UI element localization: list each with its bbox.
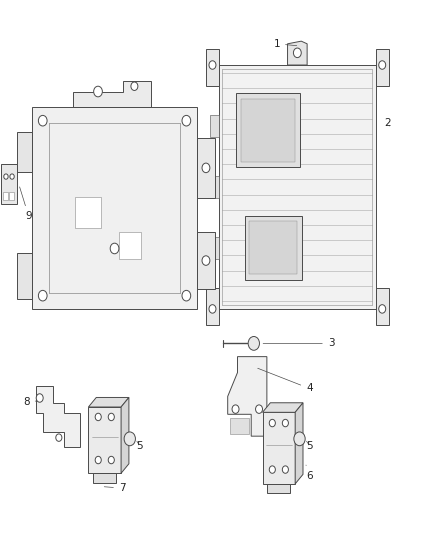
Bar: [93, 473, 116, 483]
Circle shape: [110, 243, 119, 254]
Circle shape: [294, 432, 305, 446]
Circle shape: [94, 86, 102, 97]
Text: 9: 9: [20, 187, 32, 221]
Circle shape: [255, 405, 262, 414]
Polygon shape: [197, 138, 215, 198]
Polygon shape: [295, 403, 303, 484]
Circle shape: [95, 413, 101, 421]
Text: 5: 5: [136, 441, 143, 451]
Bar: [119, 232, 141, 259]
Polygon shape: [228, 357, 267, 436]
Polygon shape: [376, 288, 389, 325]
Polygon shape: [73, 81, 151, 108]
Circle shape: [248, 336, 259, 350]
Circle shape: [209, 305, 216, 313]
Circle shape: [108, 456, 114, 464]
Circle shape: [293, 48, 301, 58]
Bar: [32, 108, 197, 309]
Circle shape: [95, 456, 101, 464]
Bar: [268, 484, 290, 494]
Circle shape: [283, 419, 288, 427]
Bar: [210, 237, 219, 259]
Circle shape: [269, 466, 276, 473]
Circle shape: [182, 290, 191, 301]
Polygon shape: [88, 398, 129, 407]
Polygon shape: [17, 253, 32, 299]
Circle shape: [202, 163, 210, 173]
Polygon shape: [17, 132, 32, 172]
Bar: [210, 115, 219, 136]
Circle shape: [131, 82, 138, 91]
Text: 3: 3: [263, 338, 335, 349]
Text: 2: 2: [385, 118, 391, 128]
Text: 4: 4: [258, 368, 313, 393]
Bar: [262, 413, 295, 484]
Bar: [237, 93, 300, 167]
Polygon shape: [262, 403, 303, 413]
Circle shape: [39, 290, 47, 301]
Circle shape: [10, 174, 14, 179]
Circle shape: [269, 419, 276, 427]
Polygon shape: [36, 386, 80, 447]
Text: 6: 6: [306, 465, 313, 481]
Circle shape: [4, 174, 8, 179]
Circle shape: [379, 61, 386, 69]
Bar: [210, 176, 219, 198]
Bar: [1, 164, 17, 204]
Bar: [230, 418, 249, 434]
Circle shape: [124, 432, 135, 446]
Text: 7: 7: [104, 483, 126, 493]
Circle shape: [202, 256, 210, 265]
Bar: [88, 407, 121, 473]
Bar: [250, 221, 297, 274]
Polygon shape: [121, 398, 129, 473]
Polygon shape: [376, 49, 389, 86]
Circle shape: [209, 61, 216, 69]
Polygon shape: [206, 288, 219, 325]
Circle shape: [56, 434, 62, 441]
Circle shape: [379, 305, 386, 313]
Text: 1: 1: [273, 39, 297, 49]
Bar: [241, 99, 295, 162]
Bar: [75, 197, 102, 228]
Bar: [245, 216, 302, 280]
Circle shape: [39, 115, 47, 126]
Circle shape: [283, 466, 288, 473]
Circle shape: [232, 405, 239, 414]
Text: 5: 5: [306, 441, 313, 451]
Circle shape: [182, 115, 191, 126]
Polygon shape: [288, 41, 307, 65]
Circle shape: [108, 413, 114, 421]
Bar: [219, 65, 376, 309]
Circle shape: [36, 394, 43, 402]
Bar: [3, 192, 8, 200]
Polygon shape: [197, 232, 215, 289]
Polygon shape: [206, 49, 219, 86]
Bar: [9, 192, 14, 200]
Text: 8: 8: [23, 397, 36, 407]
